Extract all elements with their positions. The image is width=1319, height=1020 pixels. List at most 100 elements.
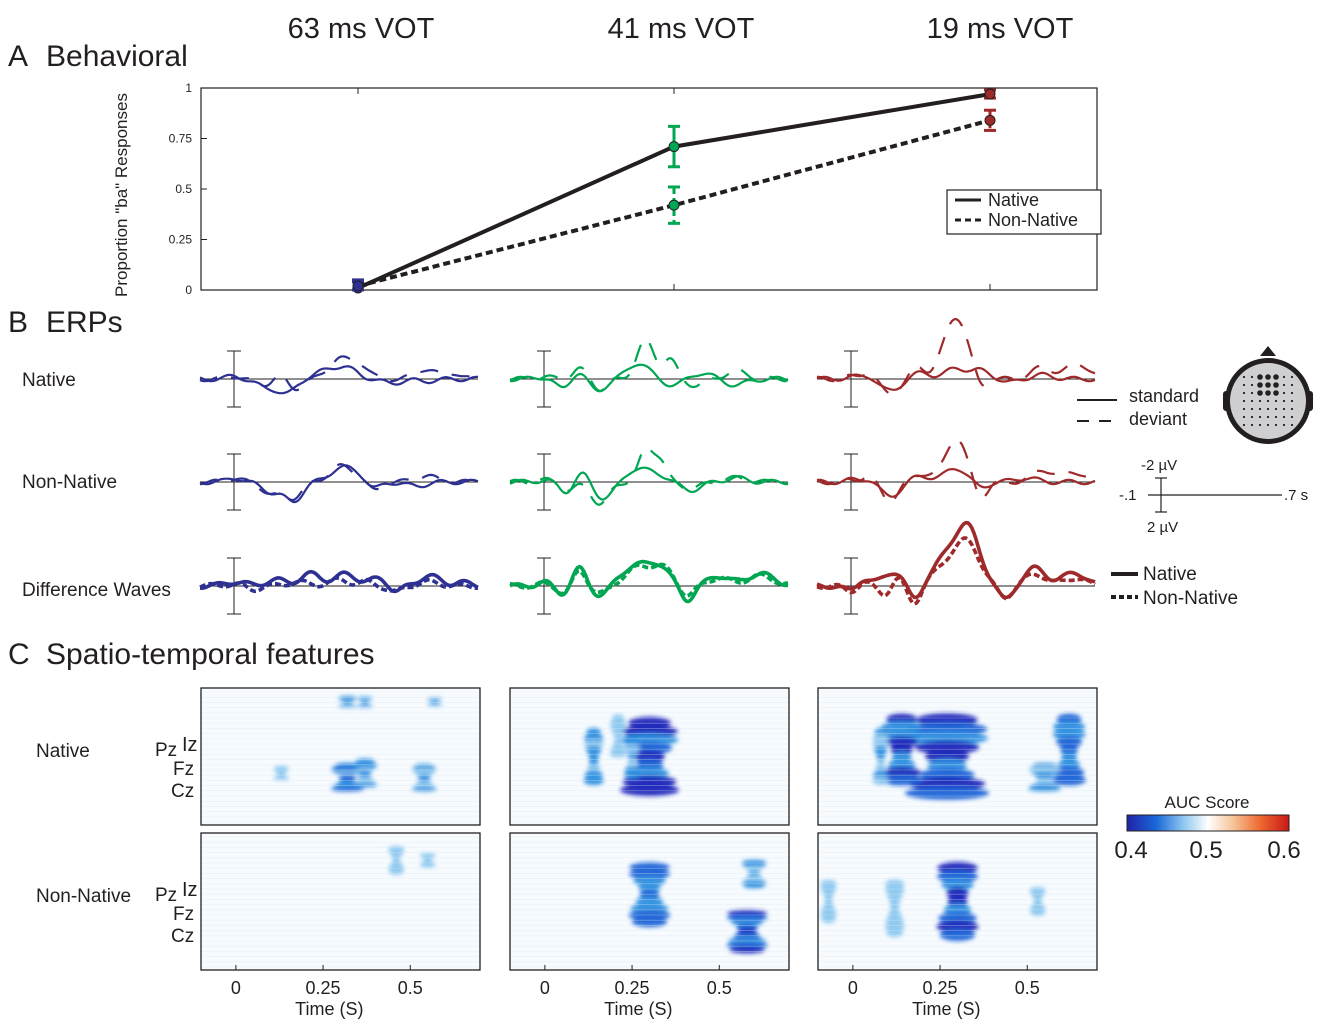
heatmap-xtick-label: 0.25: [306, 978, 341, 998]
electrode-dot: [1250, 423, 1254, 427]
heatmap-cell: [1029, 890, 1046, 895]
heatmap-cell: [905, 731, 989, 746]
electrode-dot: [1290, 399, 1294, 403]
heatmap-cell: [946, 886, 969, 900]
heatmap-cell: [391, 855, 401, 860]
heatmap-cell: [1052, 774, 1086, 786]
heatmap-cell: [880, 774, 923, 786]
behavioral-yticks: 0 0.25 0.5 0.75 1: [169, 81, 207, 297]
standard-wave: [509, 466, 789, 501]
spatio-row-native: Native: [36, 741, 90, 762]
electrode-dot: [1250, 399, 1254, 403]
behavioral-axes-box: [200, 87, 1098, 291]
heatmap-cell: [1035, 774, 1054, 780]
electrode-dot: [1266, 399, 1270, 403]
electrode-dot: [1258, 399, 1262, 403]
electrode-dot: [1290, 423, 1294, 427]
data-point: [668, 141, 680, 153]
heatmap-blobs: [628, 859, 769, 954]
erp-plot-0-2: [199, 557, 479, 615]
diff-native-wave: [816, 520, 1096, 600]
heatmap-cells: [510, 836, 789, 968]
heatmap-cell: [939, 928, 976, 942]
heatmap-cell: [638, 882, 661, 893]
deviant-wave: [816, 317, 1096, 396]
colorbar-tick-high: 0.6: [1267, 837, 1300, 864]
electrode-dot: [1242, 423, 1246, 427]
heatmap-cell: [389, 852, 403, 857]
heatmap-cells: [818, 836, 1097, 968]
heatmap-cell: [611, 727, 625, 735]
panel-a-title: Behavioral: [46, 40, 188, 73]
heatmap-cell: [628, 868, 671, 880]
heatmap-cell: [426, 704, 444, 707]
heatmap-cells: [201, 836, 480, 968]
electrode-dot: [1250, 383, 1254, 387]
electrode-label-pz: Pz: [155, 740, 177, 761]
heatmaps: [200, 687, 1098, 971]
electrode-dot: [1282, 399, 1286, 403]
electrode-dot: [1250, 391, 1254, 395]
electrode-dot: [1266, 415, 1270, 419]
heatmap-xtick-label: 0: [848, 978, 858, 998]
heatmap-blobs: [387, 845, 437, 875]
heatmap-cell: [417, 774, 431, 780]
ytick-label: 0: [185, 283, 192, 297]
heatmap-cell: [729, 946, 765, 954]
heatmap-cell: [428, 700, 442, 702]
heatmap-cell: [339, 699, 356, 702]
panel-c-title: Spatio-temporal features: [46, 638, 375, 671]
heatmap-xtick-label: 0.25: [923, 978, 958, 998]
electrode-dot: [1273, 374, 1279, 380]
behavioral-series: [352, 88, 996, 294]
legend-box: [946, 189, 1102, 235]
electrode-dot: [1250, 415, 1254, 419]
heatmap-cell: [904, 786, 990, 800]
erp-plot-1-1: [509, 446, 789, 511]
heatmap-cell: [356, 698, 374, 701]
heatmap-2-0: [817, 687, 1098, 826]
ytick-label: 0.25: [169, 233, 193, 247]
electrode-head-map: [1223, 346, 1313, 444]
electrode-dot: [1290, 407, 1294, 411]
electrode-dot: [1282, 383, 1286, 387]
heatmap-cell: [585, 745, 602, 755]
electrode-dot: [1274, 399, 1278, 403]
standard-wave: [816, 467, 1096, 498]
electrode-dot: [1266, 407, 1270, 411]
electrode-dot: [1250, 375, 1254, 379]
heatmap-xlabel: Time (S): [604, 999, 672, 1019]
heatmap-cell: [884, 922, 905, 932]
data-point: [352, 280, 364, 292]
electrode-dot: [1290, 375, 1294, 379]
heatmap-cells: [818, 691, 1097, 823]
heatmap-cell: [885, 736, 918, 748]
electrode-dot: [1258, 423, 1262, 427]
heatmap-cell: [420, 865, 435, 868]
heatmap-cell: [872, 739, 890, 749]
heatmap-cell: [419, 863, 437, 867]
panel-c-letter: C: [8, 638, 30, 671]
electrode-dot: [1257, 374, 1263, 380]
electrode-dot: [1274, 423, 1278, 427]
electrode-dot: [1266, 423, 1270, 427]
heatmap-xtick-label: 0.25: [615, 978, 650, 998]
deviant-wave: [509, 446, 789, 506]
heatmap-cell: [631, 916, 668, 928]
electrode-dot: [1282, 391, 1286, 395]
heatmap-xtick-label: 0.5: [398, 978, 423, 998]
heatmap-blobs: [820, 861, 1047, 942]
condition-header-19ms: 19 ms VOT: [927, 13, 1074, 45]
heatmap-cell: [890, 743, 913, 756]
electrode-dot: [1273, 382, 1279, 388]
heatmap-cell: [874, 745, 888, 755]
heatmap-2-1: [817, 832, 1098, 971]
heatmap-cell: [358, 770, 372, 776]
heatmap-xtick-label: 0.5: [1015, 978, 1040, 998]
electrode-dot: [1274, 407, 1278, 411]
erp-plot-2-0: [816, 317, 1096, 408]
legend-nonnative-label: Non-Native: [988, 210, 1078, 230]
heatmap-frame: [509, 687, 790, 826]
heatmap-xtick-label: 0: [540, 978, 550, 998]
